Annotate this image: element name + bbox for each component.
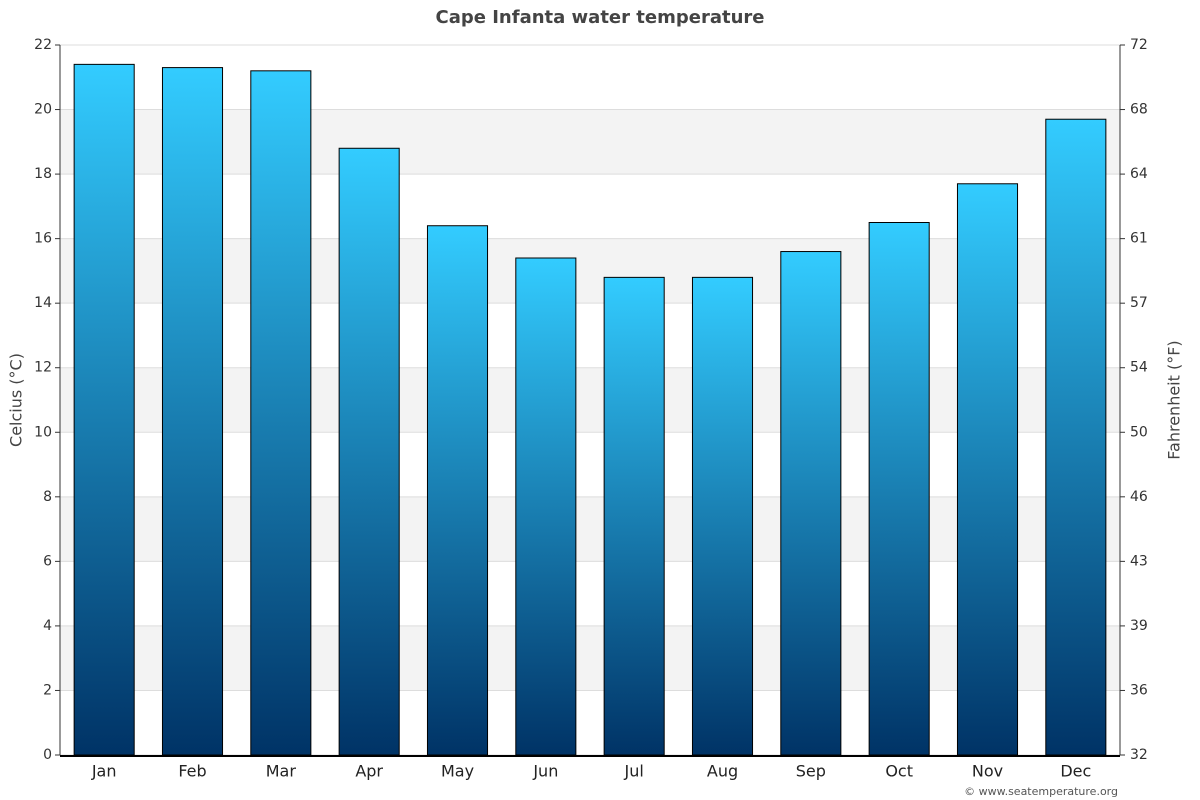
x-tick-label: Jan [91,762,117,781]
y-tick-label: 10 [34,424,52,440]
grid-band [60,496,1120,562]
y-tick-label: 20 [34,102,52,118]
y-tick-label: 8 [43,489,52,505]
bar [161,67,224,756]
bar [956,183,1019,756]
y2-tick-label: 46 [1130,489,1148,505]
x-tick-label: May [441,762,474,781]
grid-band [60,625,1120,691]
x-tick-label: Aug [707,762,738,781]
y-tick-label: 4 [43,618,52,634]
x-tick-label: Feb [178,762,206,781]
y-tick-label: 14 [34,295,52,311]
y2-tick-label: 39 [1130,618,1148,634]
y2-tick-label: 72 [1130,37,1148,53]
y2-tick-label: 36 [1130,682,1148,698]
y-tick-label: 22 [34,37,52,53]
x-tick-label: Dec [1060,762,1091,781]
y2-tick-label: 43 [1130,553,1148,569]
bar [691,276,754,756]
credit: © www.seatemperature.org [964,785,1118,798]
x-tick-label: Oct [885,762,913,781]
bar [73,63,135,756]
y2-tick-label: 32 [1130,747,1148,763]
grid-band [60,109,1120,175]
chart-title: Cape Infanta water temperature [436,7,765,28]
y-tick-label: 12 [34,360,52,376]
x-tick-label: Nov [972,762,1003,781]
y2-tick-label: 50 [1130,424,1148,440]
x-tick-label: Jul [624,762,644,781]
y-tick-label: 0 [43,747,52,763]
y2-axis-title: Fahrenheit (°F) [1165,340,1184,459]
y-axis-title: Celcius (°C) [7,353,26,447]
bar [868,222,930,756]
bar [338,147,400,756]
bar [603,276,665,756]
y-tick-label: 16 [34,231,52,247]
y2-tick-label: 64 [1130,166,1148,182]
bar [250,70,312,756]
y-tick-label: 2 [43,682,52,698]
y2-tick-label: 61 [1130,231,1148,247]
grid-band [60,367,1120,433]
y2-tick-label: 68 [1130,102,1148,118]
y-tick-label: 18 [34,166,52,182]
x-tick-label: Sep [796,762,826,781]
bar [515,257,577,756]
y2-tick-label: 57 [1130,295,1148,311]
y2-tick-label: 54 [1130,360,1148,376]
x-tick-label: Mar [266,762,297,781]
grid-band [60,238,1120,304]
x-tick-label: Apr [355,762,383,781]
bar [1045,118,1107,756]
x-tick-label: Jun [532,762,558,781]
y-tick-label: 6 [43,553,52,569]
bar [426,225,489,756]
bar [780,251,842,756]
